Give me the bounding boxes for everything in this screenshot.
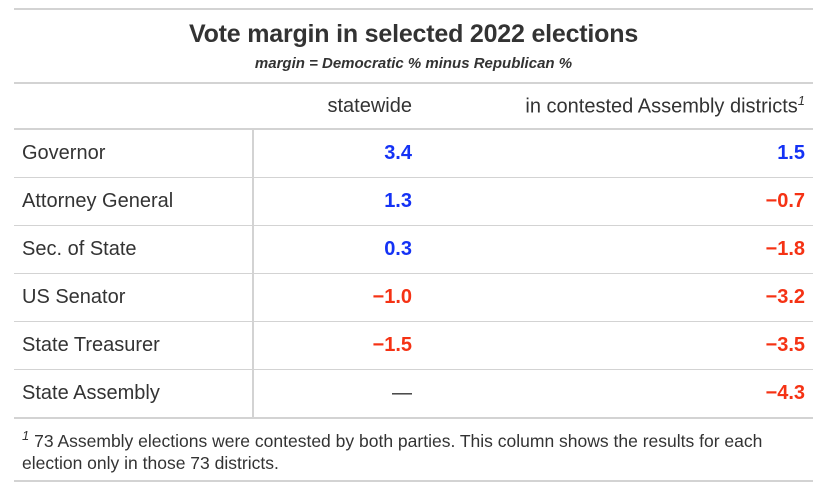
footnote: 1 73 Assembly elections were contested b…	[14, 419, 813, 480]
table-row: Sec. of State 0.3 −1.8	[14, 225, 813, 274]
stub-header	[14, 84, 253, 130]
table-row: State Treasurer −1.5 −3.5	[14, 321, 813, 370]
results-table-card: Vote margin in selected 2022 elections m…	[14, 8, 813, 482]
office-cell: US Senator	[14, 273, 254, 322]
table-row: Governor 3.4 1.5	[14, 129, 813, 178]
table-row: State Assembly — −4.3	[14, 369, 813, 419]
footnote-mark: 1	[797, 93, 805, 109]
footnote-mark: 1	[22, 428, 30, 443]
table-row: US Senator −1.0 −3.2	[14, 273, 813, 322]
office-cell: State Treasurer	[14, 321, 254, 370]
office-cell: Sec. of State	[14, 225, 254, 274]
contested-margin-cell: −3.2	[420, 273, 813, 322]
column-header-row: statewide in contested Assembly district…	[14, 84, 813, 130]
table-title: Vote margin in selected 2022 elections	[188, 20, 639, 48]
statewide-margin-cell: 3.4	[253, 129, 420, 178]
column-header-contested-label: in contested Assembly districts	[525, 95, 798, 118]
contested-margin-cell: −0.7	[420, 177, 813, 226]
statewide-margin-cell: 1.3	[253, 177, 420, 226]
office-cell: Attorney General	[14, 177, 254, 226]
column-header-statewide: statewide	[253, 84, 420, 130]
statewide-margin-cell: −1.0	[253, 273, 420, 322]
table-subtitle: margin = Democratic % minus Republican %	[254, 55, 573, 72]
table-body: Governor 3.4 1.5 Attorney General 1.3 −0.7 Sec…	[14, 129, 813, 419]
office-cell: Governor	[14, 129, 254, 178]
contested-margin-cell: −3.5	[420, 321, 813, 370]
footnote-text: 73 Assembly elections were contested by …	[22, 430, 763, 473]
statewide-margin-cell: −1.5	[253, 321, 420, 370]
contested-margin-cell: −1.8	[420, 225, 813, 274]
table-header: Vote margin in selected 2022 elections m…	[14, 10, 813, 84]
statewide-margin-cell: —	[253, 369, 420, 419]
table-row: Attorney General 1.3 −0.7	[14, 177, 813, 226]
contested-margin-cell: −4.3	[420, 369, 813, 419]
statewide-margin-cell: 0.3	[253, 225, 420, 274]
office-cell: State Assembly	[14, 369, 254, 419]
contested-margin-cell: 1.5	[420, 129, 813, 178]
vote-margin-table: statewide in contested Assembly district…	[14, 84, 813, 419]
column-header-contested: in contested Assembly districts1	[420, 84, 813, 130]
